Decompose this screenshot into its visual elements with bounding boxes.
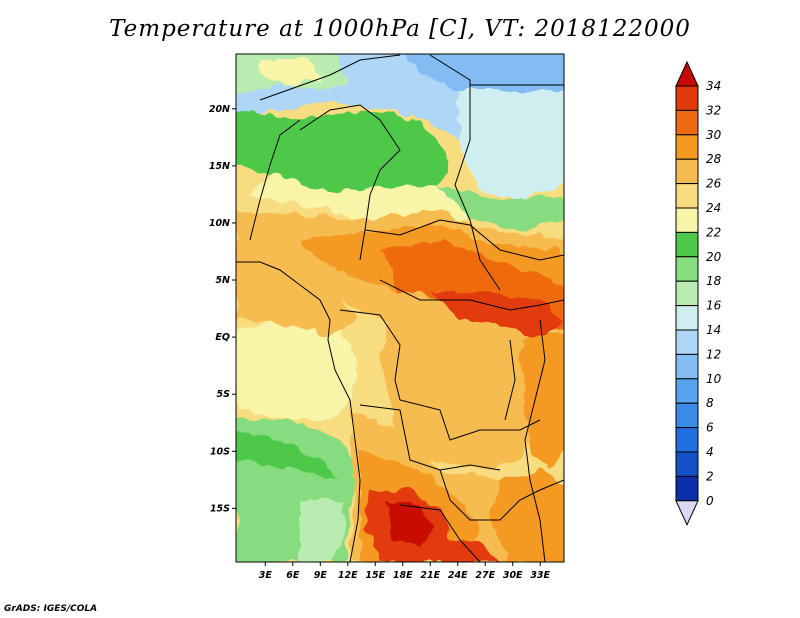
colorbar-box	[675, 280, 699, 307]
country-borders	[236, 54, 564, 562]
colorbar-label: 12	[706, 347, 721, 361]
lon-tick-label: 30E	[503, 570, 523, 581]
colorbar-label: 14	[706, 323, 721, 337]
map-title: Temperature at 1000hPa [C], VT: 20181220…	[109, 16, 691, 42]
colorbar-box	[675, 402, 699, 429]
colorbar-label: 32	[706, 103, 721, 117]
colorbar-box	[675, 305, 699, 331]
colorbar-box	[675, 109, 699, 136]
colorbar-label: 26	[706, 177, 722, 191]
lat-tick-label: 10S	[210, 446, 230, 457]
colorbar-box	[675, 85, 699, 111]
colorbar-label: 0	[706, 494, 714, 508]
colorbar-box	[675, 378, 699, 404]
colorbar-label: 4	[706, 445, 714, 459]
colorbar-box	[675, 353, 699, 380]
lat-tick-label: 20N	[209, 104, 230, 115]
colorbar-box	[675, 475, 699, 502]
colorbar-label: 22	[706, 225, 721, 239]
lat-tick-label: 15N	[209, 161, 230, 172]
lon-tick-label: 24E	[448, 570, 468, 581]
colorbar-label: 8	[706, 396, 714, 410]
colorbar-over-triangle	[675, 60, 699, 87]
lat-tick-label: EQ	[215, 332, 230, 343]
colorbar-box	[675, 427, 699, 453]
colorbar-label: 34	[706, 79, 721, 93]
colorbar-label: 30	[706, 128, 722, 142]
lat-tick-label: 10N	[209, 218, 230, 229]
colorbar-box	[675, 183, 699, 209]
lon-tick-label: 33E	[530, 570, 550, 581]
lon-tick-label: 6E	[286, 570, 300, 581]
lon-tick-label: 12E	[338, 570, 358, 581]
map-frame	[235, 53, 565, 563]
credit-text: GrADS: IGES/COLA	[4, 604, 98, 614]
colorbar-label: 24	[706, 201, 721, 215]
colorbar-label: 10	[706, 372, 722, 386]
colorbar-box	[675, 256, 699, 282]
lat-tick-label: 5N	[215, 275, 230, 286]
colorbar-label: 18	[706, 274, 722, 288]
latitude-axis: 20N 15N 10N 5N EQ 5S 10S 15S	[209, 104, 236, 514]
colorbar-box	[675, 231, 699, 258]
temperature-field	[236, 54, 564, 562]
lat-tick-label: 15S	[210, 503, 230, 514]
lon-tick-label: 18E	[393, 570, 413, 581]
colorbar-label: 28	[706, 152, 722, 166]
colorbar-under-triangle	[675, 500, 699, 527]
colorbar-label: 20	[706, 250, 722, 264]
colorbar-box	[675, 451, 699, 477]
colorbar-box	[675, 207, 699, 233]
lon-tick-label: 15E	[365, 570, 385, 581]
lat-tick-label: 5S	[217, 389, 231, 400]
longitude-axis: 3E 6E 9E 12E 15E 18E 21E 24E 27E 30E 33E	[259, 562, 551, 581]
colorbar-box	[675, 134, 699, 160]
colorbar-box	[675, 158, 699, 185]
lon-tick-label: 3E	[259, 570, 273, 581]
colorbar-label: 2	[706, 469, 714, 483]
colorbar-box	[675, 329, 699, 355]
lon-tick-label: 9E	[314, 570, 328, 581]
colorbar-label: 6	[706, 421, 714, 435]
lon-tick-label: 27E	[475, 570, 495, 581]
lon-tick-label: 21E	[420, 570, 440, 581]
colorbar-label: 16	[706, 299, 722, 313]
